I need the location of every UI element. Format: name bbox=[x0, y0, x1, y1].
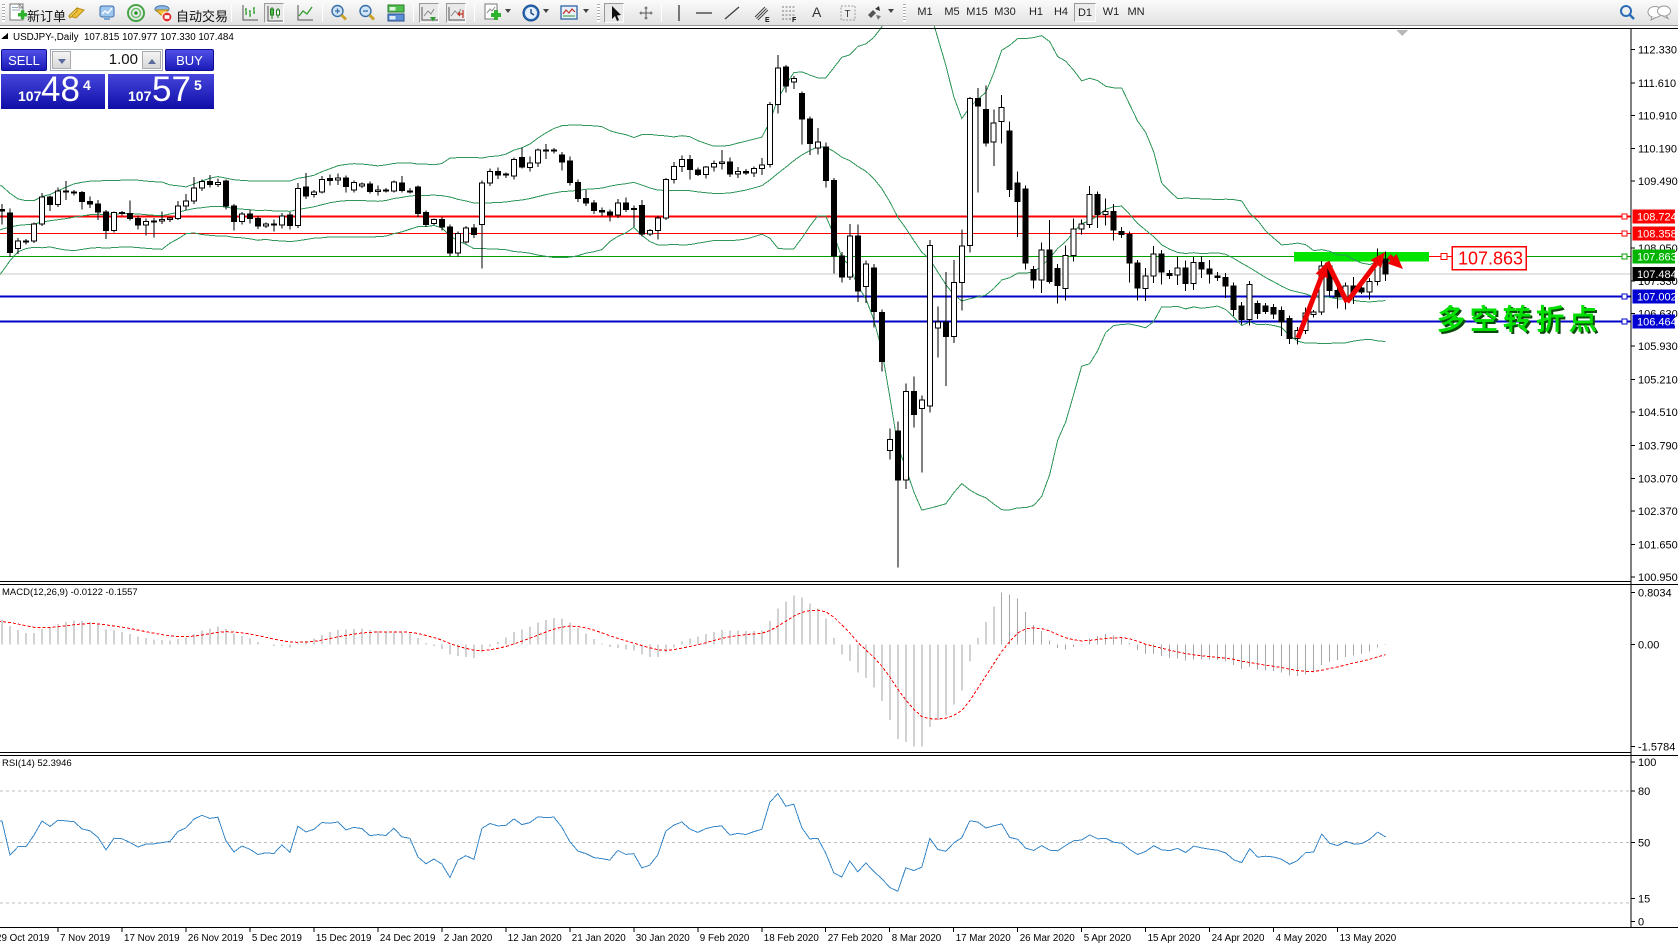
svg-text:T: T bbox=[845, 9, 851, 20]
svg-text:30 Jan 2020: 30 Jan 2020 bbox=[636, 933, 690, 944]
svg-text:7 Nov 2019: 7 Nov 2019 bbox=[60, 933, 110, 944]
svg-text:5 Apr 2020: 5 Apr 2020 bbox=[1084, 933, 1132, 944]
svg-text:17 Nov 2019: 17 Nov 2019 bbox=[124, 933, 180, 944]
svg-text:24 Dec 2019: 24 Dec 2019 bbox=[380, 933, 436, 944]
svg-text:103.070: 103.070 bbox=[1638, 474, 1678, 486]
svg-text:27 Feb 2020: 27 Feb 2020 bbox=[828, 933, 884, 944]
svg-text:17 Mar 2020: 17 Mar 2020 bbox=[956, 933, 1012, 944]
svg-text:2 Jan 2020: 2 Jan 2020 bbox=[444, 933, 493, 944]
svg-text:RSI(14) 52.3946: RSI(14) 52.3946 bbox=[2, 758, 72, 769]
svg-text:101.650: 101.650 bbox=[1638, 540, 1678, 552]
svg-text:102.370: 102.370 bbox=[1638, 506, 1678, 518]
svg-text:107.863: 107.863 bbox=[1458, 249, 1523, 269]
svg-text:109.490: 109.490 bbox=[1638, 176, 1678, 188]
svg-text:E: E bbox=[765, 17, 770, 23]
svg-text:0.8034: 0.8034 bbox=[1638, 588, 1672, 600]
svg-text:107.002: 107.002 bbox=[1637, 292, 1677, 304]
svg-text:13 May 2020: 13 May 2020 bbox=[1340, 933, 1397, 944]
svg-text:108.358: 108.358 bbox=[1637, 229, 1677, 241]
svg-text:107.863: 107.863 bbox=[1637, 252, 1677, 264]
svg-text:4 May 2020: 4 May 2020 bbox=[1276, 933, 1328, 944]
svg-text:26 Nov 2019: 26 Nov 2019 bbox=[188, 933, 244, 944]
svg-text:106.464: 106.464 bbox=[1637, 316, 1677, 328]
svg-text:105.930: 105.930 bbox=[1638, 341, 1678, 353]
svg-text:111.610: 111.610 bbox=[1638, 78, 1676, 90]
svg-text:F: F bbox=[792, 17, 797, 23]
svg-text:18 Feb 2020: 18 Feb 2020 bbox=[764, 933, 820, 944]
svg-text:15 Apr 2020: 15 Apr 2020 bbox=[1148, 933, 1201, 944]
svg-text:24 Apr 2020: 24 Apr 2020 bbox=[1212, 933, 1265, 944]
svg-text:100: 100 bbox=[1638, 757, 1656, 769]
svg-text:5 Dec 2019: 5 Dec 2019 bbox=[252, 933, 302, 944]
svg-text:29 Oct 2019: 29 Oct 2019 bbox=[0, 933, 49, 944]
svg-text:104.510: 104.510 bbox=[1638, 407, 1678, 419]
svg-text:105.210: 105.210 bbox=[1638, 375, 1678, 387]
svg-text:-1.5784: -1.5784 bbox=[1638, 742, 1675, 754]
svg-text:USDJPY-,Daily 107.815 107.977: USDJPY-,Daily 107.815 107.977 107.330 10… bbox=[13, 32, 234, 43]
svg-text:21 Jan 2020: 21 Jan 2020 bbox=[572, 933, 626, 944]
svg-text:8 Mar 2020: 8 Mar 2020 bbox=[892, 933, 942, 944]
svg-text:107.484: 107.484 bbox=[1637, 269, 1677, 281]
svg-text:9 Feb 2020: 9 Feb 2020 bbox=[700, 933, 750, 944]
svg-text:0.00: 0.00 bbox=[1638, 640, 1659, 652]
svg-text:108.724: 108.724 bbox=[1637, 212, 1677, 224]
svg-text:110.910: 110.910 bbox=[1638, 110, 1677, 122]
svg-text:15 Dec 2019: 15 Dec 2019 bbox=[316, 933, 372, 944]
svg-text:103.790: 103.790 bbox=[1638, 440, 1678, 452]
svg-text:0: 0 bbox=[1638, 917, 1644, 929]
svg-text:15: 15 bbox=[1638, 894, 1650, 906]
svg-text:80: 80 bbox=[1638, 786, 1650, 798]
svg-text:26 Mar 2020: 26 Mar 2020 bbox=[1020, 933, 1076, 944]
svg-text:112.330: 112.330 bbox=[1638, 45, 1677, 57]
svg-text:MACD(12,26,9) -0.0122 -0.1557: MACD(12,26,9) -0.0122 -0.1557 bbox=[2, 587, 138, 598]
svg-text:50: 50 bbox=[1638, 837, 1650, 849]
svg-text:110.190: 110.190 bbox=[1638, 144, 1677, 156]
svg-text:12 Jan 2020: 12 Jan 2020 bbox=[508, 933, 562, 944]
svg-text:100.950: 100.950 bbox=[1638, 572, 1678, 584]
